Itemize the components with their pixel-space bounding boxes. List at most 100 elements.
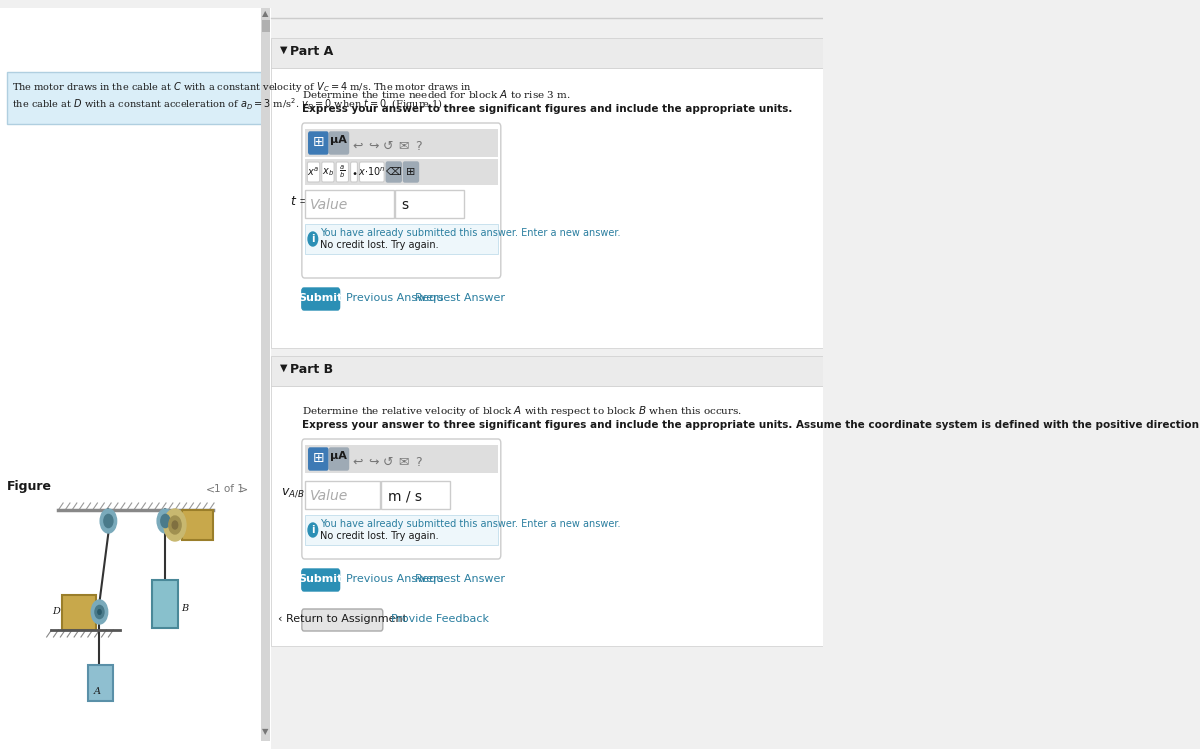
Text: $x^a$: $x^a$ <box>307 166 319 178</box>
Text: ⌫: ⌫ <box>386 167 402 177</box>
Text: Previous Answers: Previous Answers <box>347 293 444 303</box>
Text: ?: ? <box>415 455 421 469</box>
FancyBboxPatch shape <box>302 439 500 559</box>
Text: Part B: Part B <box>289 363 332 376</box>
Bar <box>271 386 823 646</box>
FancyBboxPatch shape <box>403 162 419 182</box>
Circle shape <box>308 523 318 537</box>
FancyBboxPatch shape <box>322 162 334 182</box>
Circle shape <box>157 509 174 533</box>
Circle shape <box>98 610 101 614</box>
Bar <box>61 595 96 630</box>
FancyBboxPatch shape <box>302 288 340 310</box>
Text: ✉: ✉ <box>398 455 409 469</box>
FancyBboxPatch shape <box>307 162 319 182</box>
Text: You have already submitted this answer. Enter a new answer.: You have already submitted this answer. … <box>320 228 620 238</box>
Text: ↪: ↪ <box>368 455 378 469</box>
FancyBboxPatch shape <box>308 132 328 154</box>
Text: $v_{A/B}$ =: $v_{A/B}$ = <box>281 486 319 499</box>
Text: 1 of 1: 1 of 1 <box>214 484 244 494</box>
Text: $x_b$: $x_b$ <box>322 166 334 178</box>
Bar <box>152 580 179 628</box>
Text: ▼: ▼ <box>262 727 269 736</box>
Text: µA: µA <box>330 135 347 145</box>
Bar <box>305 224 498 254</box>
Text: the cable at $D$ with a constant acceleration of $a_D = 3$ m/s$^2$. $v_D = 0$ wh: the cable at $D$ with a constant acceler… <box>12 96 443 112</box>
Text: $t$ =: $t$ = <box>289 195 310 208</box>
Text: $\frac{a}{b}$: $\frac{a}{b}$ <box>340 163 346 181</box>
Bar <box>271 68 823 348</box>
Circle shape <box>169 516 181 534</box>
FancyBboxPatch shape <box>386 162 401 182</box>
Circle shape <box>308 232 318 246</box>
Bar <box>395 190 463 218</box>
FancyBboxPatch shape <box>329 448 348 470</box>
Text: ↩: ↩ <box>353 455 364 469</box>
Text: A: A <box>94 687 101 696</box>
Text: Figure: Figure <box>7 480 52 493</box>
Bar <box>88 665 113 701</box>
Bar <box>305 515 498 545</box>
Bar <box>305 445 498 473</box>
Text: Provide Feedback: Provide Feedback <box>391 614 490 624</box>
Circle shape <box>95 605 104 619</box>
Bar <box>382 481 450 509</box>
Bar <box>7 72 264 124</box>
Text: The motor draws in the cable at $C$ with a constant velocity of $V_C = 4$ m/s. T: The motor draws in the cable at $C$ with… <box>12 80 473 94</box>
Text: Determine the time needed for block $A$ to rise 3 m.: Determine the time needed for block $A$ … <box>302 88 571 100</box>
Circle shape <box>172 521 178 529</box>
Bar <box>305 190 394 218</box>
Text: You have already submitted this answer. Enter a new answer.: You have already submitted this answer. … <box>320 519 620 529</box>
Text: ▲: ▲ <box>262 9 269 18</box>
Text: ⊞: ⊞ <box>312 135 324 149</box>
Bar <box>262 8 270 741</box>
Text: ↺: ↺ <box>383 455 394 469</box>
Bar <box>305 481 380 509</box>
Text: Previous Answers: Previous Answers <box>347 574 444 584</box>
Text: ‹ Return to Assignment: ‹ Return to Assignment <box>278 614 407 624</box>
Text: D: D <box>52 607 60 616</box>
FancyBboxPatch shape <box>308 448 328 470</box>
Text: ↪: ↪ <box>368 139 378 153</box>
Text: No credit lost. Try again.: No credit lost. Try again. <box>320 240 439 250</box>
Text: >: > <box>239 484 248 494</box>
Text: Part A: Part A <box>289 45 332 58</box>
Text: s: s <box>401 198 408 212</box>
FancyBboxPatch shape <box>336 162 348 182</box>
Text: ✉: ✉ <box>398 139 409 153</box>
Circle shape <box>91 600 108 624</box>
FancyBboxPatch shape <box>302 569 340 591</box>
Text: ▼: ▼ <box>280 363 288 373</box>
Circle shape <box>100 509 116 533</box>
Text: Determine the relative velocity of block $A$ with respect to block $B$ when this: Determine the relative velocity of block… <box>302 404 742 418</box>
Text: ▼: ▼ <box>280 45 288 55</box>
Bar <box>182 510 212 540</box>
FancyBboxPatch shape <box>329 132 348 154</box>
Text: m / s: m / s <box>388 489 421 503</box>
Bar <box>271 0 823 749</box>
Bar <box>305 129 498 157</box>
Text: ⊞: ⊞ <box>312 451 324 465</box>
Text: B: B <box>181 604 188 613</box>
Text: Request Answer: Request Answer <box>415 574 505 584</box>
Text: ?: ? <box>415 139 421 153</box>
Text: <: < <box>206 484 215 494</box>
Text: Value: Value <box>310 198 348 212</box>
Circle shape <box>161 515 170 527</box>
Bar <box>271 356 823 386</box>
Text: Express your answer to three significant figures and include the appropriate uni: Express your answer to three significant… <box>302 104 792 114</box>
Text: Submit: Submit <box>299 293 342 303</box>
Text: ↺: ↺ <box>383 139 394 153</box>
FancyBboxPatch shape <box>360 162 384 182</box>
Text: Value: Value <box>310 489 348 503</box>
Bar <box>0 0 271 749</box>
Text: ⊞: ⊞ <box>407 167 415 177</box>
Bar <box>0 0 823 8</box>
Bar <box>271 0 823 18</box>
Bar <box>262 20 270 32</box>
Circle shape <box>104 515 113 527</box>
FancyBboxPatch shape <box>302 609 383 631</box>
Circle shape <box>164 509 186 541</box>
Text: ↩: ↩ <box>353 139 364 153</box>
Text: i: i <box>311 234 314 244</box>
